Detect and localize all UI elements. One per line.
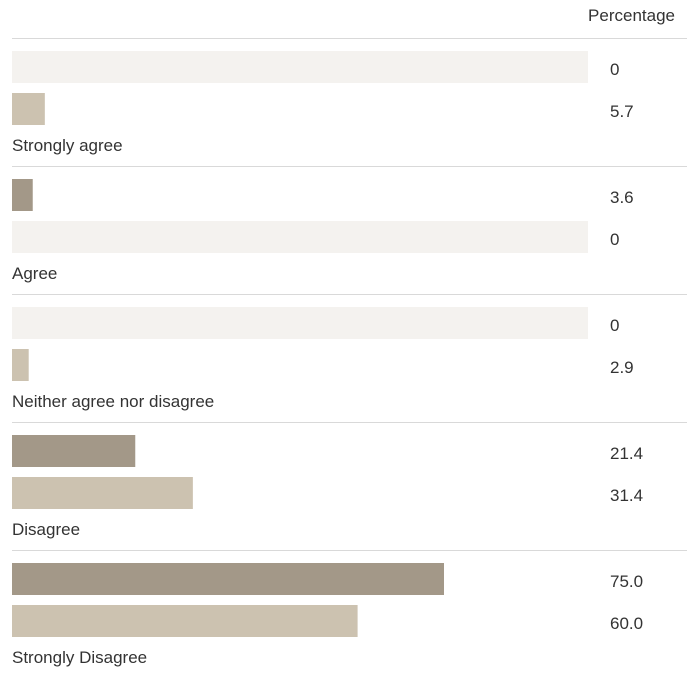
value-label: 31.4 (610, 486, 643, 505)
value-label: 75.0 (610, 572, 643, 591)
bar (12, 605, 358, 637)
bar-empty (12, 51, 588, 83)
bar-empty (12, 221, 588, 253)
category-label: Agree (12, 264, 57, 283)
value-label: 5.7 (610, 102, 634, 121)
bar (12, 179, 33, 211)
value-label: 2.9 (610, 358, 634, 377)
value-label: 3.6 (610, 188, 634, 207)
bar (12, 349, 29, 381)
bar (12, 435, 136, 467)
bar (12, 563, 444, 595)
value-label: 0 (610, 316, 619, 335)
value-label: 60.0 (610, 614, 643, 633)
category-label: Neither agree nor disagree (12, 392, 214, 411)
value-label: 0 (610, 230, 619, 249)
bar (12, 477, 193, 509)
bar (12, 93, 45, 125)
bar-empty (12, 307, 588, 339)
value-label: 21.4 (610, 444, 643, 463)
value-label: 0 (610, 60, 619, 79)
category-label: Strongly agree (12, 136, 123, 155)
value-column-header: Percentage (588, 6, 675, 25)
category-label: Disagree (12, 520, 80, 539)
category-label: Strongly Disagree (12, 648, 147, 667)
